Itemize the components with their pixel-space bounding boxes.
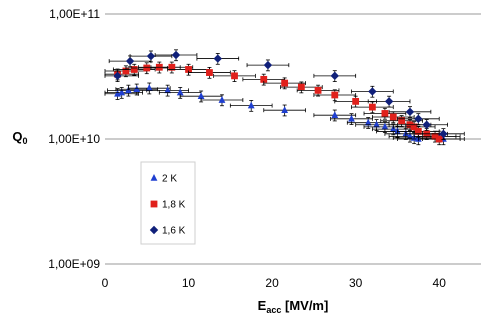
data-point — [314, 86, 322, 94]
data-point — [297, 83, 305, 91]
data-point — [406, 132, 414, 140]
data-point — [405, 107, 415, 117]
series-diamond — [104, 49, 465, 140]
data-point — [364, 118, 372, 126]
data-point — [410, 123, 418, 131]
data-point — [143, 64, 151, 72]
data-point — [218, 96, 226, 103]
data-point — [389, 113, 397, 121]
data-point — [368, 87, 377, 96]
data-point — [281, 106, 289, 113]
data-point — [398, 117, 406, 125]
legend: 2 K 1,8 K 1,6 K — [140, 161, 196, 245]
data-point — [331, 91, 339, 99]
data-point — [125, 56, 135, 66]
x-axis-title-main: E — [258, 298, 267, 313]
data-point — [122, 67, 130, 75]
data-point — [348, 114, 355, 122]
data-point — [381, 110, 389, 117]
data-point — [260, 75, 268, 83]
data-point — [439, 129, 448, 139]
data-point — [331, 111, 339, 119]
data-point — [281, 79, 289, 87]
data-point — [118, 88, 126, 96]
x-tick-labels: 0 10 20 30 40 — [102, 276, 447, 290]
data-point — [263, 60, 273, 70]
x-tick-label: 40 — [433, 276, 447, 290]
x-tick-label: 30 — [349, 276, 363, 290]
data-point — [171, 50, 181, 60]
data-point — [414, 114, 423, 124]
y-tick-label: 1,00E+10 — [48, 132, 100, 146]
data-point — [330, 71, 339, 81]
data-point — [373, 120, 380, 128]
data-point — [213, 54, 222, 63]
x-axis-title-unit: [MV/m] — [281, 298, 328, 313]
legend-label: 1,6 K — [162, 226, 186, 237]
data-point — [368, 103, 376, 111]
data-point — [176, 88, 184, 96]
data-point — [435, 135, 443, 143]
y-tick-label: 1,00E+09 — [48, 257, 100, 271]
data-point — [185, 66, 192, 73]
data-point — [231, 72, 238, 80]
data-point — [133, 85, 141, 93]
x-tick-label: 0 — [102, 276, 109, 290]
y-axis-title: Q0 — [12, 129, 27, 146]
data-point — [352, 97, 360, 105]
data-point — [130, 66, 138, 73]
data-point — [206, 69, 213, 76]
data-point — [247, 101, 255, 109]
data-point — [414, 128, 422, 135]
data-point — [113, 71, 122, 81]
data-point — [431, 132, 439, 140]
data-point — [422, 120, 431, 129]
data-point — [164, 86, 172, 94]
x-axis-title: Eacc [MV/m] — [258, 298, 329, 315]
legend-box — [140, 161, 196, 245]
data-series — [104, 49, 465, 146]
legend-marker-square — [150, 200, 158, 208]
x-tick-label: 10 — [182, 276, 196, 290]
y-tick-label: 1,00E+11 — [49, 7, 100, 21]
x-tick-label: 20 — [265, 276, 279, 290]
gridlines — [105, 13, 481, 265]
y-axis-title-sub: 0 — [23, 136, 28, 146]
legend-marker-triangle — [150, 174, 158, 181]
data-point — [145, 84, 153, 91]
y-axis-title-main: Q — [12, 129, 22, 144]
legend-marker-diamond — [149, 225, 159, 235]
legend-label: 2 K — [162, 174, 177, 185]
data-point — [168, 63, 176, 71]
data-point — [146, 51, 156, 61]
y-tick-labels: 1,00E+09 1,00E+10 1,00E+11 — [48, 7, 100, 271]
data-point — [381, 122, 389, 130]
data-point — [384, 97, 394, 106]
data-point — [197, 92, 205, 99]
x-axis-title-sub: acc — [266, 305, 281, 315]
legend-label: 1,8 K — [162, 200, 186, 211]
